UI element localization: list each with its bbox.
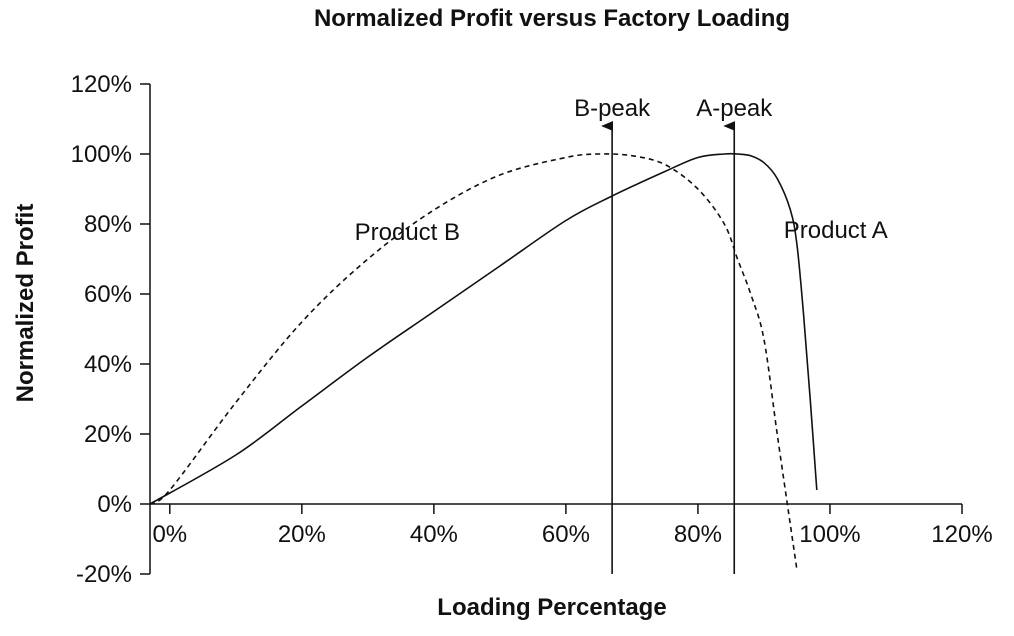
y-tick-label: 0% [97,491,132,518]
y-tick-label: 100% [71,141,132,168]
peak-label: B-peak [574,95,651,122]
y-tick-label: -20% [76,561,132,588]
y-tick-label: 80% [84,211,132,238]
series-label: Product B [355,219,460,246]
y-tick-label: 20% [84,421,132,448]
y-tick-label: 40% [84,351,132,378]
series-line-product-a [149,152,818,505]
x-tick-label: 40% [410,521,458,548]
x-axis-title: Loading Percentage [437,594,667,621]
series-label: Product A [784,217,888,244]
x-tick-label: 120% [931,521,992,548]
y-tick-label: 120% [71,71,132,98]
x-tick-label: 60% [542,521,590,548]
peak-label: A-peak [696,95,773,122]
x-tick-label: 80% [674,521,722,548]
x-tick-label: 0% [152,521,187,548]
x-tick-label: 20% [278,521,326,548]
series-line-product-b [149,153,798,571]
x-tick-label: 100% [799,521,860,548]
chart-title: Normalized Profit versus Factory Loading [313,5,791,32]
y-tick-label: 60% [84,281,132,308]
